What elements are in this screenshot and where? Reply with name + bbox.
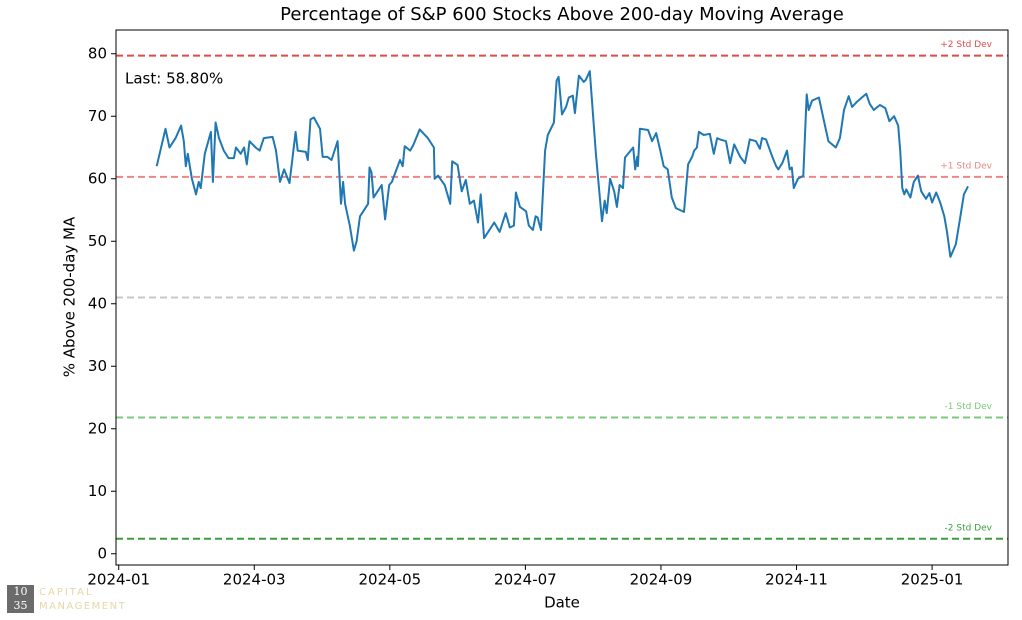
reference-label: +1 Std Dev <box>940 161 992 171</box>
x-tick-label: 2024-05 <box>358 571 421 589</box>
x-tick-label: 2025-01 <box>901 571 964 589</box>
y-tick-label: 30 <box>88 357 107 375</box>
y-tick-label: 80 <box>88 44 107 62</box>
logo-text: 35 <box>14 599 28 612</box>
logo-box <box>7 585 34 613</box>
logo-text: CAPITAL <box>39 587 94 598</box>
x-tick-label: 2024-03 <box>223 571 286 589</box>
reference-label: +2 Std Dev <box>940 40 992 50</box>
plot-frame <box>115 29 1009 566</box>
y-tick-label: 10 <box>88 482 107 500</box>
y-tick-label: 40 <box>88 294 107 312</box>
x-tick-label: 2024-09 <box>630 571 693 589</box>
x-tick-label: 2024-07 <box>494 571 557 589</box>
x-tick-label: 2024-01 <box>87 571 150 589</box>
x-tick-label: 2024-11 <box>765 571 828 589</box>
y-tick-label: 50 <box>88 232 107 250</box>
x-axis-label: Date <box>544 594 580 612</box>
logo-text: 10 <box>14 585 28 598</box>
annotation: Last: 58.80% <box>125 70 223 88</box>
data-line <box>155 70 969 258</box>
chart-title: Percentage of S&P 600 Stocks Above 200-d… <box>280 4 844 25</box>
y-tick-label: 70 <box>88 107 107 125</box>
y-axis-label: % Above 200-day MA <box>61 216 79 377</box>
reference-label: -2 Std Dev <box>945 523 993 533</box>
reference-label: -1 Std Dev <box>945 402 993 412</box>
y-tick-label: 60 <box>88 169 107 187</box>
y-tick-label: 0 <box>97 544 107 562</box>
y-tick-label: 20 <box>88 419 107 437</box>
logo-text: MANAGEMENT <box>39 601 126 612</box>
